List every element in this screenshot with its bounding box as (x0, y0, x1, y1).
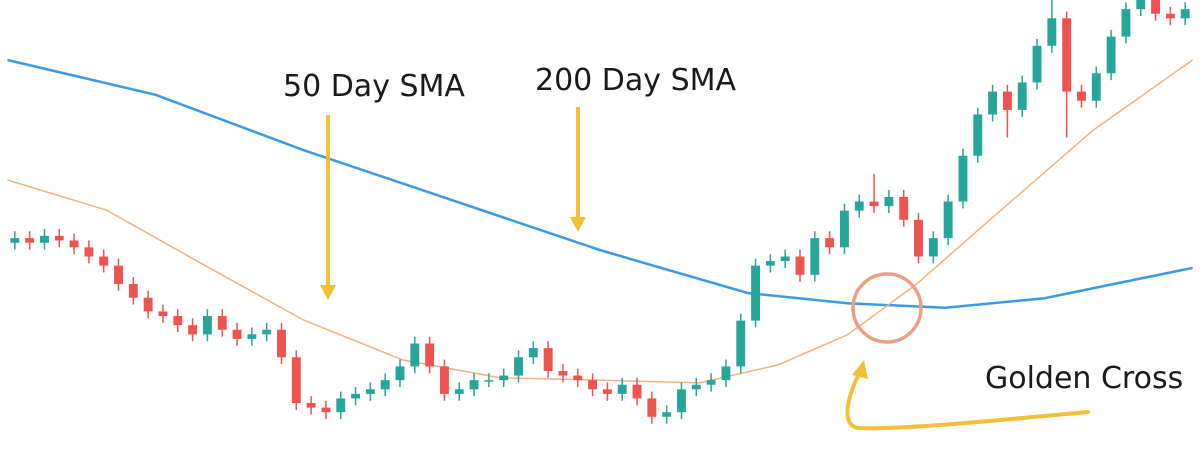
candle-body (677, 389, 686, 413)
candle-body (247, 334, 257, 339)
candle-body (128, 283, 138, 298)
candle-body (647, 398, 657, 417)
candle-body (854, 201, 864, 211)
candle-body (114, 265, 123, 284)
candle-body (765, 261, 775, 266)
candle-body (617, 384, 627, 394)
candle-body (173, 316, 183, 326)
candle-body (558, 370, 568, 376)
candle-body (425, 343, 435, 367)
candle-body (454, 389, 464, 394)
candle-body (914, 219, 923, 257)
candle-body (25, 238, 35, 243)
candle-body (840, 210, 849, 248)
candle-body (158, 311, 168, 317)
candle-body (1106, 36, 1116, 74)
candle-body (602, 389, 612, 394)
candle-body (573, 375, 583, 381)
candle-body (958, 155, 968, 202)
candle-body (721, 366, 731, 381)
candle-body (217, 316, 227, 330)
candle-body (973, 114, 983, 156)
arrow-head (570, 217, 586, 232)
annotation: 50 Day SMA (283, 69, 465, 104)
annotation: Golden Cross (985, 361, 1183, 396)
candle-body (262, 329, 272, 335)
arrow-head (852, 360, 868, 379)
sma-line (7, 58, 1193, 310)
annotations: 50 Day SMA 200 Day SMA Golden Cross (283, 63, 1183, 431)
candle-body (706, 380, 716, 385)
candle-body (1077, 91, 1086, 101)
cross-marker (851, 272, 923, 344)
candle-body (1032, 45, 1042, 83)
plot-area (7, 0, 1194, 424)
candle-body (202, 316, 212, 335)
candle-body (321, 407, 331, 413)
candle-body (499, 375, 509, 381)
candle-body (1002, 91, 1012, 110)
candle-body (1062, 18, 1072, 92)
candle-body (365, 389, 375, 394)
candle-body (54, 235, 64, 241)
candle-body (884, 196, 894, 207)
candle-body (736, 320, 746, 367)
candle-body (514, 357, 523, 376)
candle-body (632, 384, 642, 399)
candle-body (1180, 9, 1190, 19)
candle-body (351, 393, 360, 399)
candle-body (795, 256, 805, 275)
candle-body (528, 348, 538, 358)
candle-body (780, 256, 790, 262)
candle-body (943, 201, 953, 239)
arrow (845, 370, 1090, 431)
candle-body (588, 380, 598, 390)
candle-body (10, 238, 20, 243)
annotation: 200 Day SMA (535, 63, 736, 98)
candle-body (469, 380, 479, 390)
candle-body (662, 412, 672, 417)
candle-body (484, 380, 494, 382)
candle-body (40, 235, 49, 243)
candle-body (928, 238, 938, 257)
candle-body (277, 329, 286, 358)
arrow-head (320, 285, 336, 300)
candle-body (810, 238, 820, 275)
candle-body (395, 366, 405, 381)
candle-body (988, 91, 998, 115)
candle-body (336, 398, 346, 413)
candle-body (410, 343, 420, 367)
candle-body (84, 247, 94, 257)
sma-line (7, 59, 1194, 384)
candle-body (99, 256, 109, 266)
candle-body (691, 384, 701, 390)
candle-body (306, 403, 316, 408)
candle-body (143, 297, 153, 312)
candle-body (751, 265, 760, 321)
candle-body (869, 201, 879, 207)
candle-body (291, 357, 301, 404)
candle-body (188, 325, 198, 335)
candle-body (1165, 13, 1175, 19)
candle-body (1136, 0, 1146, 10)
candle-body (69, 240, 79, 248)
candle-body (1091, 73, 1101, 101)
candle-body (232, 329, 242, 339)
candle-body (1121, 9, 1131, 37)
candle-body (1017, 82, 1027, 110)
candle-body (440, 366, 449, 394)
candle-body (1151, 0, 1160, 14)
candle-body (543, 348, 553, 371)
candle-body (380, 380, 390, 390)
candle-body (1047, 18, 1057, 46)
candle-body (825, 238, 835, 248)
candle-body (899, 196, 909, 220)
